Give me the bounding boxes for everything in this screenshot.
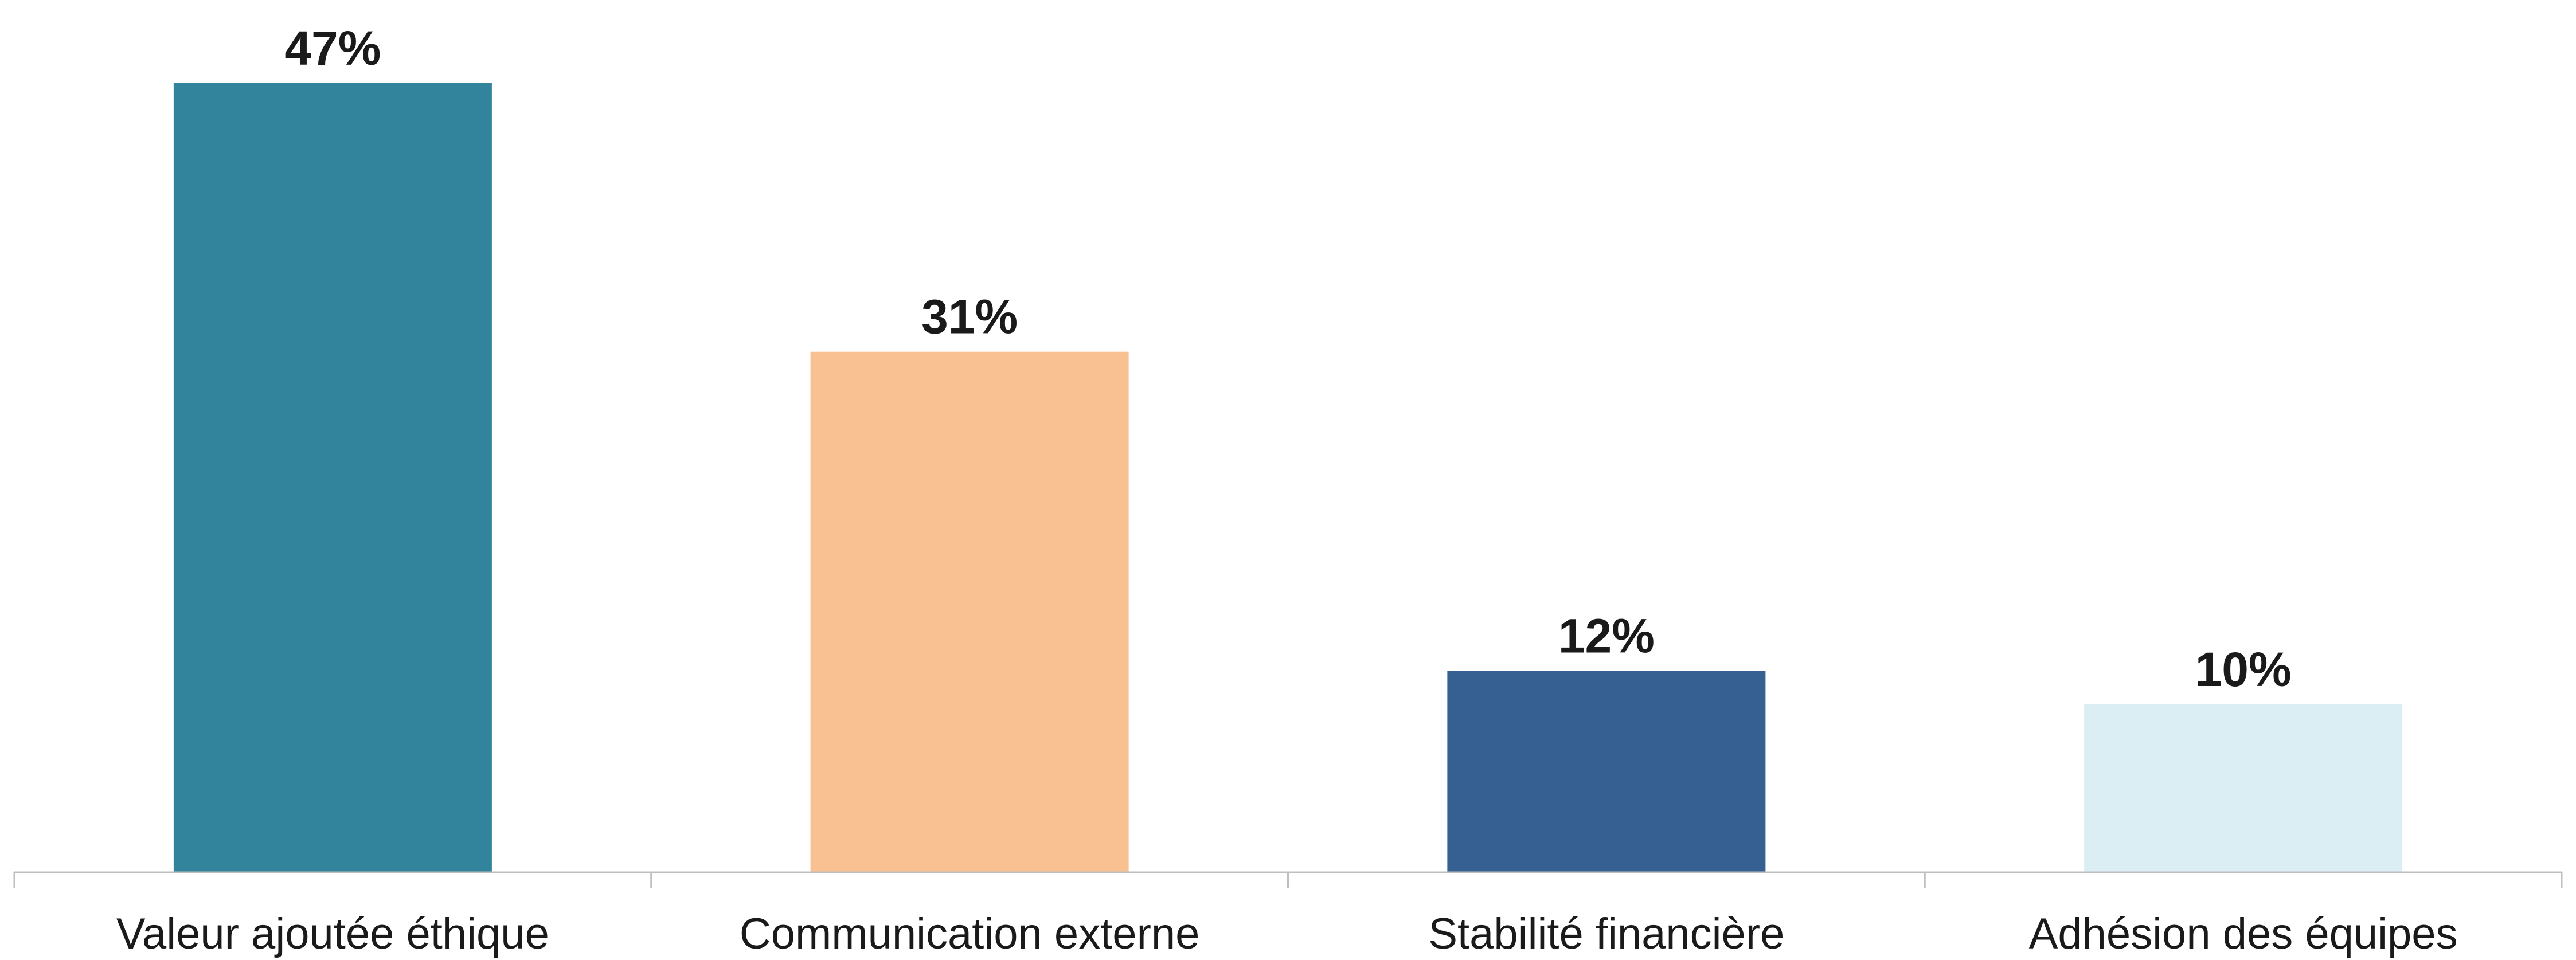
data-label-stabilite-financiere: 12% bbox=[1558, 609, 1655, 663]
bar-adhesion-des-equipes bbox=[2084, 704, 2403, 872]
data-label-communication-externe: 31% bbox=[921, 290, 1018, 344]
data-labels-layer: 47% 31% 12% 10% bbox=[284, 21, 2291, 696]
bar-stabilite-financiere bbox=[1447, 671, 1766, 872]
x-tick-label-stabilite-financiere: Stabilité financière bbox=[1428, 910, 1784, 958]
x-tick-label-adhesion-des-equipes: Adhésion des équipes bbox=[2029, 910, 2458, 958]
x-tick-label-communication-externe: Communication externe bbox=[740, 910, 1200, 958]
data-label-valeur-ajoutee-ethique: 47% bbox=[284, 21, 381, 75]
bars-layer bbox=[173, 83, 2403, 872]
x-tick-label-valeur-ajoutee-ethique: Valeur ajoutée éthique bbox=[116, 910, 549, 958]
bar-communication-externe bbox=[810, 351, 1129, 872]
x-axis-tick-labels: Valeur ajoutée éthique Communication exte… bbox=[116, 910, 2458, 958]
data-label-adhesion-des-equipes: 10% bbox=[2195, 642, 2292, 696]
bar-valeur-ajoutee-ethique bbox=[173, 83, 492, 872]
x-axis-ticks bbox=[13, 872, 2563, 888]
